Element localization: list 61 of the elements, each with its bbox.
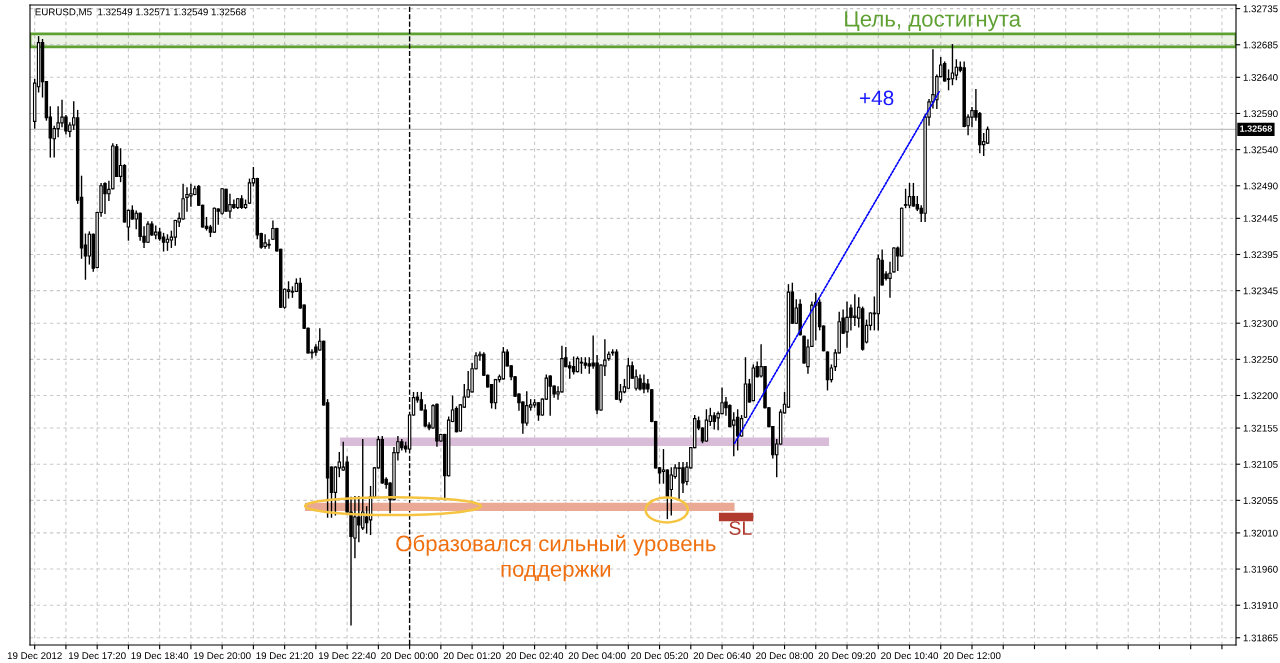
candlestick	[911, 182, 916, 207]
y-tick-label: 1.31910	[1243, 601, 1278, 609]
x-tick-label: 20 Dec 02:40	[506, 652, 564, 660]
x-tick-label: 20 Dec 12:00	[943, 652, 1001, 660]
candlestick	[357, 496, 361, 543]
y-tick-label: 1.32105	[1243, 460, 1278, 468]
annotation: SL	[729, 521, 752, 536]
x-tick-label: 20 Dec 01:20	[443, 652, 501, 660]
x-tick-label: 20 Dec 05:20	[631, 652, 689, 660]
annotation: Цель, достигнута	[845, 11, 1022, 32]
x-tick-label: 19 Dec 20:00	[193, 652, 251, 660]
y-tick-label: 1.32250	[1243, 356, 1278, 363]
annotation: +48	[859, 90, 894, 106]
y-tick-label: 1.32345	[1243, 287, 1278, 295]
y-tick-label: 1.32590	[1243, 110, 1278, 118]
y-tick-label: 1.32055	[1243, 497, 1278, 504]
x-tick-label: 19 Dec 21:20	[256, 652, 314, 660]
x-tick-label: 19 Dec 17:20	[69, 652, 126, 660]
y-tick-label: 1.32300	[1243, 319, 1278, 327]
x-tick-label: 20 Dec 00:00	[381, 652, 439, 660]
candlestick	[103, 182, 107, 214]
y-tick-label: 1.32445	[1243, 215, 1278, 222]
y-tick-label: 1.32685	[1243, 41, 1278, 49]
candlestick	[853, 294, 857, 327]
candlestick	[950, 44, 955, 86]
y-tick-label: 1.32735	[1243, 5, 1278, 13]
x-tick-label: 20 Dec 10:40	[881, 652, 939, 660]
candlestick	[704, 409, 709, 442]
x-tick-label: 19 Dec 2012	[7, 652, 62, 660]
x-tick-label: 20 Dec 04:00	[568, 652, 626, 660]
candlestick	[642, 374, 646, 394]
candlestick	[903, 188, 908, 209]
y-tick-label: 1.32540	[1243, 146, 1278, 154]
y-tick-label: 1.32200	[1243, 392, 1278, 400]
candlestick	[263, 234, 267, 249]
candlestick	[548, 375, 552, 416]
y-tick-label: 1.31865	[1243, 634, 1278, 642]
candlestick	[677, 462, 681, 501]
x-tick-label: 20 Dec 06:40	[693, 652, 751, 660]
x-tick-label: 19 Dec 22:40	[318, 652, 376, 660]
candlestick	[525, 391, 529, 426]
candlestick	[247, 178, 252, 204]
candlestick	[669, 467, 673, 516]
y-tick-label: 1.31960	[1243, 565, 1278, 573]
x-tick-label: 20 Dec 08:00	[756, 652, 814, 660]
y-tick-label: 1.32395	[1243, 251, 1278, 259]
candlestick	[907, 182, 912, 209]
y-tick-label: 1.32010	[1243, 529, 1278, 537]
chart-title: EURUSD,M5 1.32549 1.32571 1.32549 1.32568	[35, 8, 246, 17]
candlestick	[232, 199, 236, 209]
y-tick-label: 1.32640	[1243, 74, 1278, 81]
candlestick	[228, 193, 232, 219]
candlestick	[845, 301, 849, 348]
y-tick-label: 1.32155	[1243, 424, 1278, 432]
x-tick-label: 19 Dec 18:40	[131, 652, 189, 660]
ref-line-label: 1.32568	[1240, 125, 1272, 132]
y-tick-label: 1.32490	[1243, 182, 1278, 190]
x-tick-label: 20 Dec 09:20	[818, 652, 876, 660]
candlestick	[634, 369, 638, 391]
annotation: Образовался сильный уровень поддержки	[396, 534, 716, 582]
candlestick	[942, 61, 947, 82]
